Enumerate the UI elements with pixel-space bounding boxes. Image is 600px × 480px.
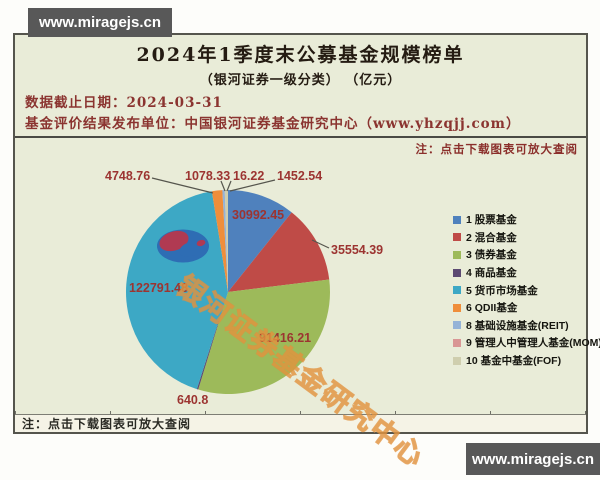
zoom-note-top: 注：点击下载图表可放大查阅 bbox=[415, 142, 578, 156]
page-title: 2024年1季度末公募基金规模榜单 bbox=[136, 44, 465, 66]
value-label-commodity: 640.8 bbox=[177, 393, 209, 407]
pie-slice-7 bbox=[222, 190, 228, 292]
leader-line-reit bbox=[220, 180, 226, 192]
legend-label: 5 货币市场基金 bbox=[466, 284, 538, 297]
pie-slice-3 bbox=[198, 279, 331, 394]
legend-label: 10 基金中基金(FOF) bbox=[466, 355, 562, 368]
value-label-qdii: 4748.76 bbox=[105, 169, 151, 183]
legend: 1 股票基金 2 混合基金 3 债券基金 4 商品基金 5 货币市场基金 6 QDII基金… bbox=[453, 211, 600, 369]
legend-item-6: 6 QDII基金 bbox=[453, 299, 600, 317]
divider bbox=[15, 136, 586, 138]
value-label-reit: 1078.33 bbox=[185, 169, 231, 183]
value-label-money: 122791.48 bbox=[129, 281, 189, 295]
pie-slice-4 bbox=[196, 292, 228, 390]
legend-item-4: 4 商品基金 bbox=[453, 264, 600, 282]
legend-item-2: 2 混合基金 bbox=[453, 229, 600, 247]
legend-label: 3 债券基金 bbox=[466, 249, 517, 262]
legend-item-3: 3 债券基金 bbox=[453, 246, 600, 264]
legend-label: 9 管理人中管理人基金(MOM) bbox=[466, 337, 600, 350]
fund-scale-chart-panel[interactable]: 2024年1季度末公募基金规模榜单 （银河证券一级分类） （亿元） 数据截止日期… bbox=[13, 33, 600, 475]
data-cutoff-line: 数据截止日期：2024-03-31 bbox=[25, 95, 223, 111]
legend-label: 4 商品基金 bbox=[466, 267, 517, 280]
pie-chart[interactable] bbox=[15, 35, 586, 432]
pie-slice-8 bbox=[224, 190, 228, 292]
value-label-stock: 30992.45 bbox=[232, 208, 285, 222]
leader-line-mom bbox=[226, 180, 232, 192]
zoom-note-bottom: 注：点击下载图表可放大查阅 bbox=[22, 417, 192, 431]
pie-slice-6 bbox=[211, 190, 228, 292]
value-label-bond: 91416.21 bbox=[259, 331, 312, 345]
legend-swatch-icon bbox=[453, 250, 461, 259]
axis-ticks bbox=[15, 411, 586, 415]
legend-item-7: 8 基础设施基金(REIT) bbox=[453, 317, 600, 335]
legend-swatch-icon bbox=[453, 321, 461, 330]
legend-swatch-icon bbox=[453, 268, 461, 277]
legend-label: 6 QDII基金 bbox=[466, 302, 518, 315]
leader-lines-group bbox=[151, 177, 330, 249]
bottom-note-strip: 注：点击下载图表可放大查阅 bbox=[15, 414, 586, 432]
legend-swatch-icon bbox=[453, 303, 461, 312]
legend-label: 1 股票基金 bbox=[466, 214, 517, 227]
pie-slice-2 bbox=[228, 212, 330, 292]
value-label-fof: 1452.54 bbox=[277, 169, 323, 183]
legend-swatch-icon bbox=[453, 233, 461, 242]
publisher-line: 基金评价结果发布单位：中国银河证券基金研究中心（www.yhzqjj.com） bbox=[25, 116, 521, 132]
legend-swatch-icon bbox=[453, 286, 461, 295]
legend-swatch-icon bbox=[453, 215, 461, 224]
legend-swatch-icon bbox=[453, 338, 461, 347]
legend-item-8: 9 管理人中管理人基金(MOM) bbox=[453, 334, 600, 352]
legend-item-5: 5 货币市场基金 bbox=[453, 281, 600, 299]
galaxy-logo bbox=[157, 229, 209, 263]
legend-label: 2 混合基金 bbox=[466, 231, 517, 244]
leader-line-fof bbox=[229, 179, 276, 192]
site-watermark-bottom-text: www.miragejs.cn bbox=[472, 450, 594, 468]
leader-line-hybrid bbox=[311, 239, 330, 249]
pie-slice-1 bbox=[228, 190, 292, 292]
site-watermark-top-text: www.miragejs.cn bbox=[39, 14, 161, 31]
value-label-mom: 16.22 bbox=[233, 169, 265, 183]
site-watermark-top: www.miragejs.cn bbox=[28, 8, 172, 37]
leader-line-qdii bbox=[151, 177, 214, 194]
value-label-hybrid: 35554.39 bbox=[331, 243, 384, 257]
pie-slice-9 bbox=[224, 190, 228, 292]
legend-item-1: 1 股票基金 bbox=[453, 211, 600, 229]
page-subtitle: （银河证券一级分类） （亿元） bbox=[199, 73, 402, 88]
site-watermark-bottom: www.miragejs.cn bbox=[466, 443, 600, 475]
legend-label: 8 基础设施基金(REIT) bbox=[466, 319, 569, 332]
legend-item-9: 10 基金中基金(FOF) bbox=[453, 352, 600, 370]
legend-swatch-icon bbox=[453, 356, 461, 365]
